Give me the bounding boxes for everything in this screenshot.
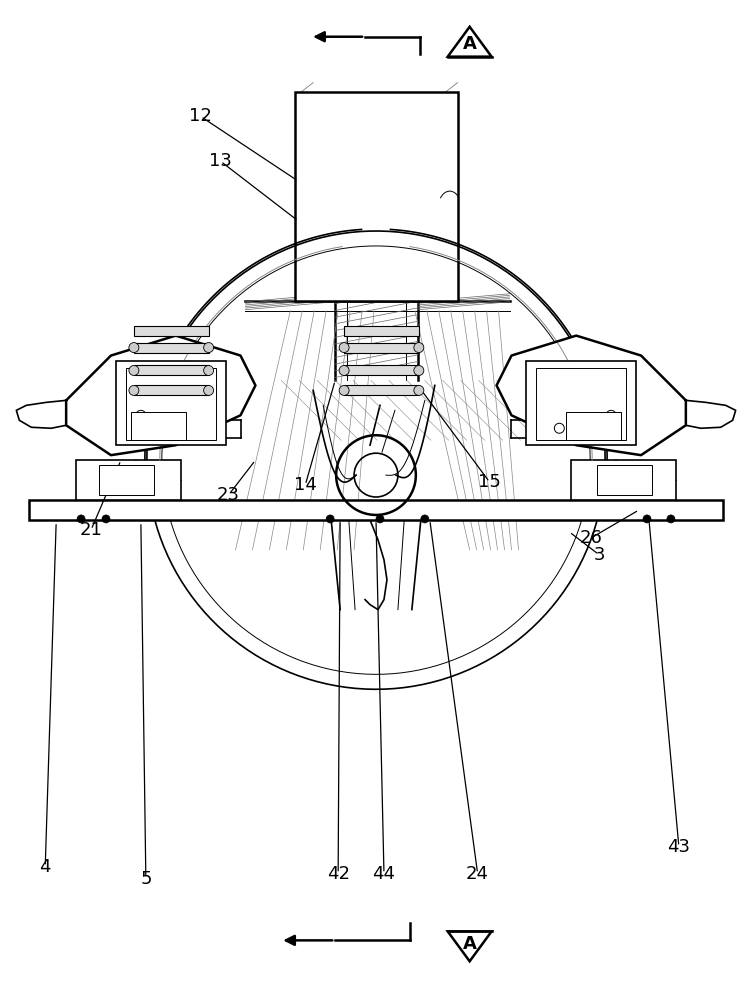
Circle shape (414, 385, 424, 395)
Text: A: A (462, 35, 477, 53)
Bar (116, 361, 226, 445)
Bar (344, 326, 419, 336)
Circle shape (129, 343, 139, 353)
Bar (131, 412, 186, 440)
Circle shape (129, 365, 139, 375)
Bar (572, 460, 676, 500)
Text: 43: 43 (667, 838, 690, 856)
Circle shape (204, 365, 214, 375)
Circle shape (376, 515, 384, 523)
Text: A: A (462, 935, 477, 953)
Circle shape (339, 343, 349, 353)
Bar (99, 465, 154, 495)
Bar (126, 368, 216, 440)
Bar (134, 343, 208, 353)
Circle shape (326, 515, 334, 523)
Text: 23: 23 (217, 486, 240, 504)
Polygon shape (66, 336, 256, 455)
Bar (29, 500, 723, 520)
Circle shape (204, 343, 214, 353)
Text: 4: 4 (39, 858, 51, 876)
Circle shape (643, 515, 651, 523)
Polygon shape (686, 400, 735, 428)
Text: 12: 12 (190, 107, 212, 125)
Text: 15: 15 (478, 473, 501, 491)
Text: 13: 13 (209, 152, 232, 170)
Bar (526, 361, 636, 445)
Circle shape (102, 515, 110, 523)
Text: 44: 44 (372, 865, 396, 883)
Bar (76, 460, 180, 500)
Bar (344, 343, 419, 353)
Text: 24: 24 (466, 865, 489, 883)
Circle shape (339, 365, 349, 375)
Bar (134, 326, 208, 336)
Polygon shape (17, 400, 66, 428)
Text: 3: 3 (593, 546, 605, 564)
Circle shape (129, 385, 139, 395)
Circle shape (667, 515, 675, 523)
Circle shape (414, 365, 424, 375)
Bar (134, 385, 208, 395)
Circle shape (414, 343, 424, 353)
Bar (566, 412, 621, 440)
Polygon shape (496, 336, 686, 455)
Text: 26: 26 (580, 529, 602, 547)
Text: 21: 21 (80, 521, 102, 539)
Text: 42: 42 (326, 865, 350, 883)
Bar (597, 465, 652, 495)
Bar (344, 365, 419, 375)
Bar (296, 92, 458, 301)
Circle shape (421, 515, 429, 523)
Bar (134, 365, 208, 375)
Circle shape (204, 385, 214, 395)
Circle shape (77, 515, 85, 523)
Text: 5: 5 (140, 870, 152, 888)
Text: 14: 14 (294, 476, 317, 494)
Bar (344, 385, 419, 395)
Bar (536, 368, 626, 440)
Circle shape (339, 385, 349, 395)
